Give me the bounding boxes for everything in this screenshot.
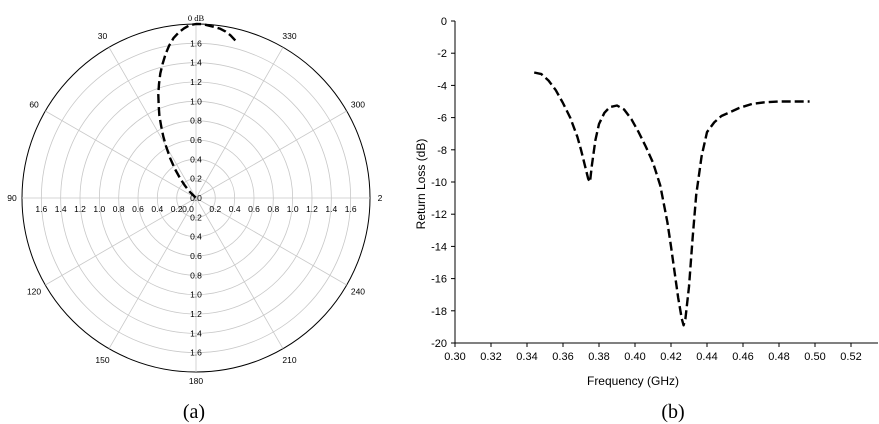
polar-tick-left: 0.4 (151, 204, 163, 214)
polar-tick-up: 1.6 (190, 38, 202, 48)
polar-angle-label: 2 (378, 193, 383, 203)
x-tick-label: 0.48 (768, 351, 789, 363)
caption-b: (b) (661, 401, 684, 423)
polar-tick-right: 0.2 (209, 204, 221, 214)
polar-tick-up: 0.2 (190, 174, 202, 184)
polar-angle-label: 90 (7, 193, 17, 203)
y-tick-label: -4 (437, 80, 447, 92)
polar-tick-left: 1.4 (55, 204, 67, 214)
polar-tick-up: 1.2 (190, 77, 202, 87)
polar-grid (21, 23, 371, 373)
polar-angle-label: 30 (98, 31, 108, 41)
polar-tick-down: 0.2 (190, 212, 202, 222)
x-tick-label: 0.40 (624, 351, 645, 363)
polar-tick-right: 1.0 (287, 204, 299, 214)
polar-tick-right: 1.2 (306, 204, 318, 214)
x-axis-label: Frequency (GHz) (587, 374, 679, 388)
polar-tick-right: 0.8 (267, 204, 279, 214)
polar-tick-down: 1.4 (190, 328, 202, 338)
polar-angle-labels: 0 dB 30 60 90 120 150 180 210 240 2 300 330 (7, 13, 382, 386)
polar-angle-label: 300 (351, 100, 365, 110)
polar-chart: 0.00.00.20.20.2 0.20.40.40.4 0.40.60.60.6 0… (7, 13, 382, 386)
rect-axes (451, 20, 878, 347)
y-tick-label: -8 (437, 145, 447, 157)
x-tick-label: 0.38 (588, 351, 609, 363)
polar-tick-right: 0.6 (248, 204, 260, 214)
polar-spoke (195, 110, 347, 199)
polar-spoke (195, 47, 284, 199)
y-tick-labels: 0 -2 -4 -6 -8 -10 -12 -14 -16 -18 -20 (431, 16, 447, 350)
polar-angle-label: 0 dB (188, 13, 205, 23)
polar-tick-down: 0.8 (190, 270, 202, 280)
polar-spoke (108, 197, 197, 349)
polar-tick-left: 1.0 (93, 204, 105, 214)
polar-angle-label: 60 (29, 100, 39, 110)
x-tick-label: 0.34 (516, 351, 537, 363)
polar-pattern-curve (157, 22, 237, 199)
y-tick-label: -18 (431, 306, 447, 318)
polar-spoke (45, 197, 197, 286)
x-tick-label: 0.52 (840, 351, 861, 363)
y-axis-label: Return Loss (dB) (414, 139, 428, 230)
x-tick-label: 0.44 (696, 351, 717, 363)
caption-a: (a) (183, 401, 205, 423)
polar-angle-label: 180 (189, 376, 203, 386)
polar-angle-label: 210 (282, 355, 296, 365)
y-tick-label: -12 (431, 209, 447, 221)
polar-tick-left: 0.2 (171, 204, 183, 214)
polar-tick-down: 0.4 (190, 232, 202, 242)
polar-tick-left: 1.2 (74, 204, 86, 214)
polar-angle-label: 120 (27, 287, 41, 297)
polar-tick-right: 1.4 (325, 204, 337, 214)
y-tick-label: -16 (431, 274, 447, 286)
polar-angle-label: 330 (282, 31, 296, 41)
polar-spoke (45, 110, 197, 199)
x-tick-label: 0.50 (804, 351, 825, 363)
polar-tick-left: 0.8 (113, 204, 125, 214)
polar-tick-down: 1.2 (190, 309, 202, 319)
polar-tick-up: 0.0 (190, 193, 202, 203)
y-tick-label: -6 (437, 113, 447, 125)
return-loss-chart: 0.30 0.32 0.34 0.36 0.38 0.40 0.42 0.44 0.46 0.48… (414, 16, 878, 388)
x-tick-labels: 0.30 0.32 0.34 0.36 0.38 0.40 0.42 0.44 0.46 0.48… (444, 351, 861, 363)
return-loss-curve (533, 71, 810, 327)
polar-radial-ticks: 0.00.00.20.20.2 0.20.40.40.4 0.40.60.60.6 0… (35, 38, 356, 357)
polar-angle-label: 150 (95, 355, 109, 365)
polar-tick-up: 0.6 (190, 135, 202, 145)
y-tick-label: -2 (437, 48, 447, 60)
polar-spoke (195, 197, 347, 286)
x-tick-label: 0.30 (444, 351, 465, 363)
polar-tick-up: 0.4 (190, 154, 202, 164)
polar-tick-up: 1.4 (190, 58, 202, 68)
polar-tick-left: 1.6 (35, 204, 47, 214)
x-tick-label: 0.32 (480, 351, 501, 363)
polar-tick-down: 1.0 (190, 290, 202, 300)
polar-tick-up: 1.0 (190, 96, 202, 106)
x-tick-label: 0.36 (552, 351, 573, 363)
polar-tick-left: 0.6 (132, 204, 144, 214)
polar-tick-down: 0.6 (190, 251, 202, 261)
polar-tick-up: 0.8 (190, 116, 202, 126)
y-tick-label: -10 (431, 177, 447, 189)
y-tick-label: 0 (441, 16, 447, 28)
y-tick-label: -14 (431, 241, 447, 253)
polar-tick-left: 0.0 (182, 204, 194, 214)
polar-tick-right: 1.6 (345, 204, 357, 214)
y-tick-label: -20 (431, 338, 447, 350)
polar-angle-label: 240 (351, 287, 365, 297)
x-tick-label: 0.46 (732, 351, 753, 363)
polar-spoke (195, 197, 284, 349)
polar-tick-down: 1.6 (190, 348, 202, 358)
x-tick-label: 0.42 (660, 351, 681, 363)
polar-spoke (108, 47, 197, 199)
polar-tick-right: 0.4 (229, 204, 241, 214)
